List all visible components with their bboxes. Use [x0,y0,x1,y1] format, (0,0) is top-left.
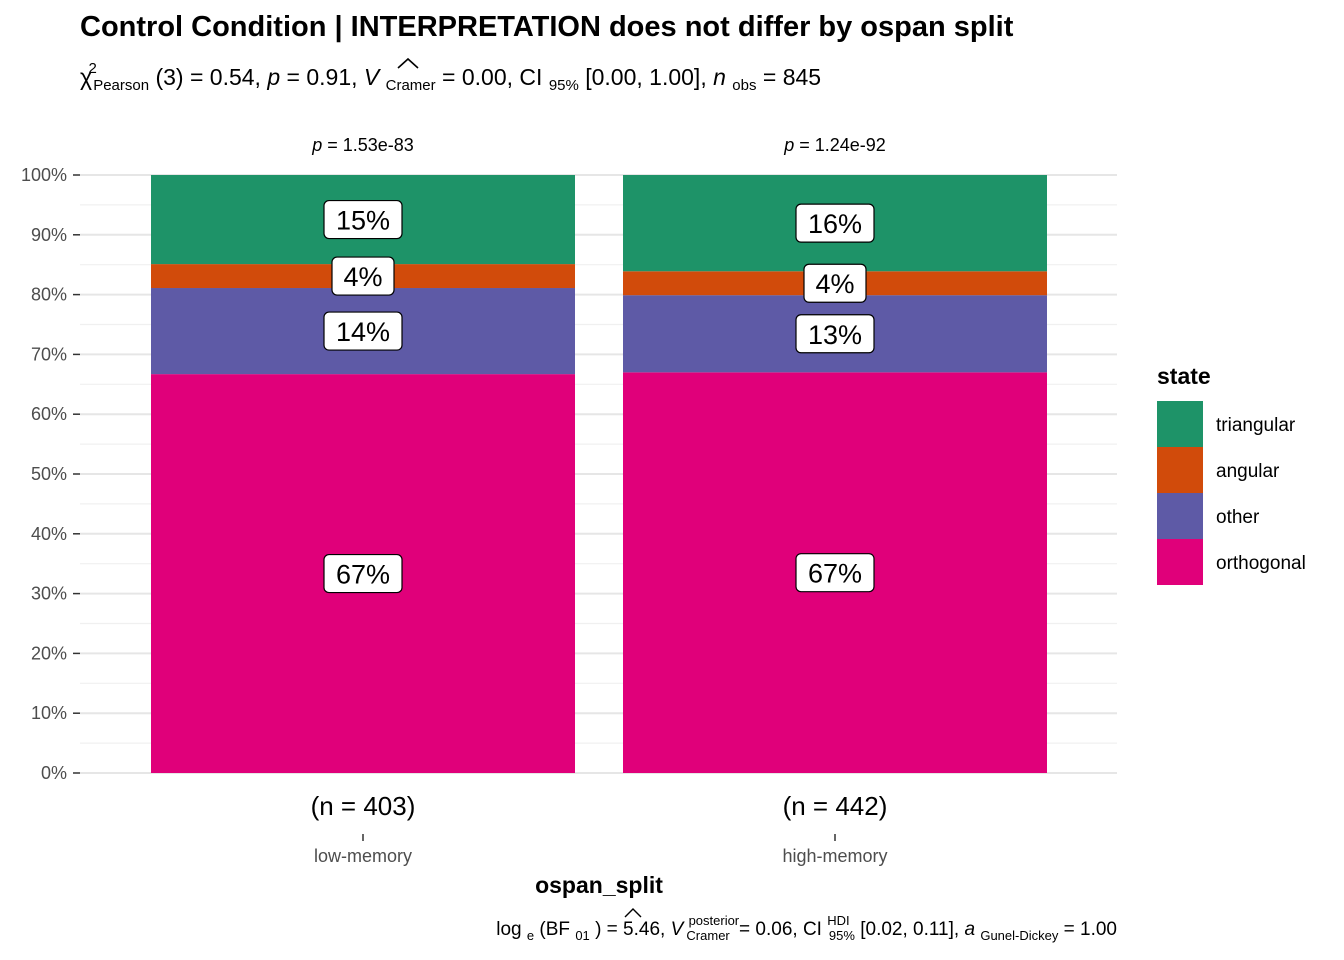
segment-label-angular: 4% [331,256,395,296]
y-tick-label: 20% [31,643,67,663]
segment-label-orthogonal: 67% [795,553,875,593]
chart-subtitle: χ 2 Pearson (3) = 0.54, p = 0.91, V Cram… [80,52,821,95]
segment-label-triangular: 15% [323,199,403,240]
label-text: 4% [815,269,854,299]
legend-label-other: other [1216,507,1260,528]
label-text: 16% [808,209,862,239]
label-box [803,263,867,303]
label-text: 13% [808,320,862,350]
y-tick-label: 10% [31,703,67,723]
segment-label-other: 14% [323,311,403,351]
facet-p-label: p = 1.53e-83 [311,135,414,155]
x-axis-title: ospan_split [535,872,663,898]
caption-hat-icon [624,908,642,918]
y-tick-label: 30% [31,584,67,604]
segment-label-triangular: 16% [795,203,875,243]
label-text: 15% [336,206,390,236]
y-axis: 0% 10% 20% 30% 40% 50% 60% 70% 80% 90% 100% [21,165,80,783]
chart-title: Control Condition | INTERPRETATION does … [80,11,1014,43]
label-text: 67% [336,560,390,590]
legend-swatch-orthogonal [1157,539,1203,585]
n-count-label: (n = 403) [311,791,416,821]
legend: state triangular angular other orthogonal [1157,363,1306,585]
label-text: 67% [808,559,862,589]
x-axis: p = 1.53e-83 (n = 403) low-memory p = 1.24e… [311,135,888,866]
facet-p-label: p = 1.24e-92 [783,135,886,155]
label-box [323,553,403,594]
legend-label-angular: angular [1216,461,1280,482]
x-tick-label: high-memory [782,846,887,866]
y-tick-label: 90% [31,225,67,245]
legend-swatch-triangular [1157,401,1203,447]
label-text: 14% [336,317,390,347]
y-tick-label: 50% [31,464,67,484]
y-tick-label: 100% [21,165,67,185]
y-tick-label: 0% [41,763,67,783]
legend-swatch-angular [1157,447,1203,493]
segment-label-angular: 4% [803,263,867,303]
y-tick-label: 60% [31,404,67,424]
label-box [323,199,403,240]
y-tick-label: 70% [31,344,67,364]
segment-label-orthogonal: 67% [323,553,403,594]
segment-label-other: 13% [795,314,875,354]
label-box [795,553,875,593]
legend-label-triangular: triangular [1216,415,1296,436]
label-box [323,311,403,351]
legend-title: state [1157,363,1211,389]
x-tick-label: low-memory [314,846,412,866]
segment-labels: 67% 14% 4% 15% 67% 13% 4% 16% [323,199,875,594]
legend-label-orthogonal: orthogonal [1216,553,1306,574]
chart-caption: log e (BF 01 ) = 5.46, V posterior Crame… [496,909,1117,945]
label-text: 4% [343,262,382,292]
n-count-label: (n = 442) [783,791,888,821]
subtitle-hat-icon [397,57,419,69]
y-tick-label: 40% [31,524,67,544]
legend-swatch-other [1157,493,1203,539]
label-box [795,203,875,243]
label-box [331,256,395,296]
legend-items: triangular angular other orthogonal [1157,401,1306,585]
label-box [795,314,875,354]
y-tick-label: 80% [31,285,67,305]
